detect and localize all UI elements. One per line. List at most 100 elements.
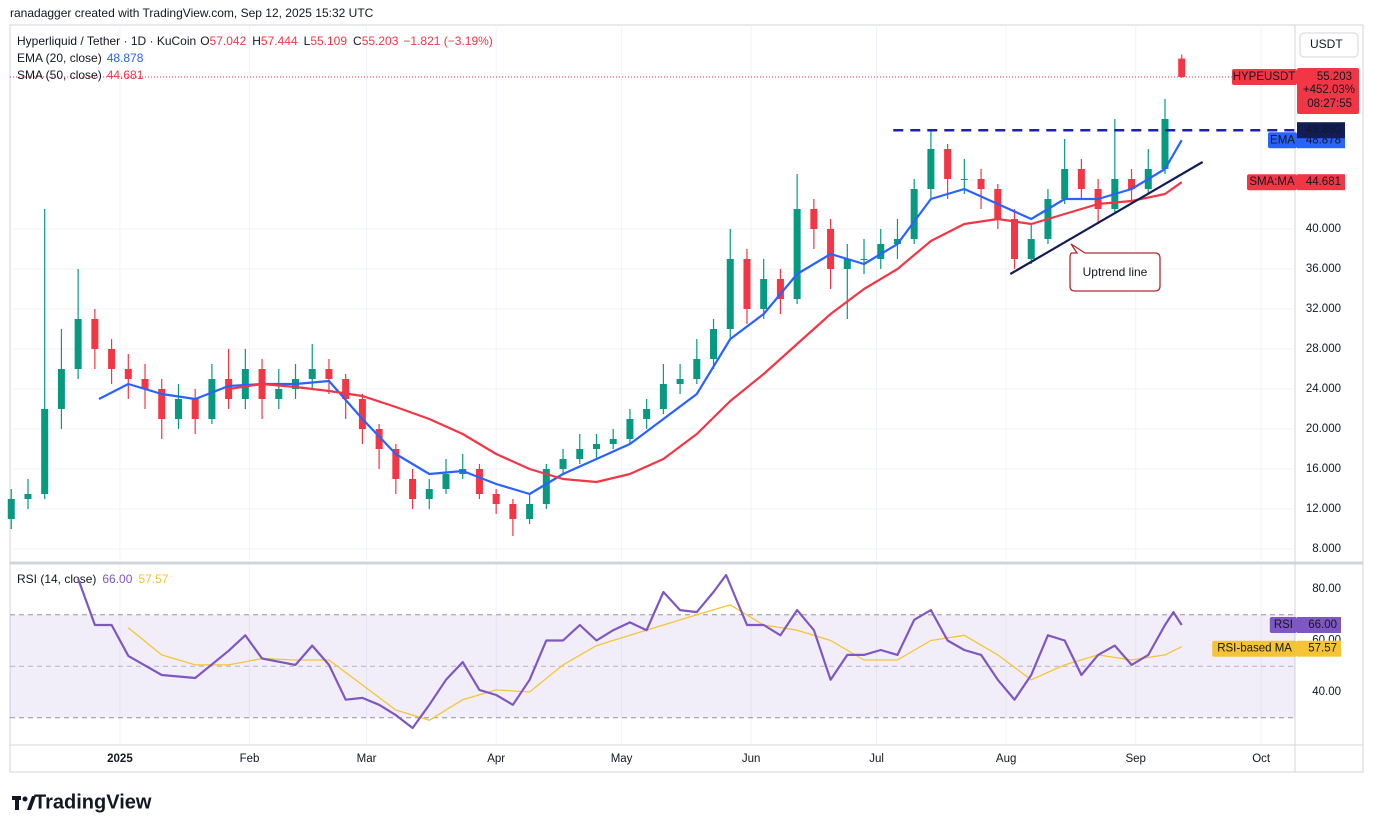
candle-body — [342, 379, 350, 399]
candle-body — [158, 389, 166, 419]
y-tick-label: 28.000 — [1306, 343, 1341, 355]
candle-body — [760, 279, 768, 309]
y-tick-label: 40.00 — [1312, 686, 1341, 698]
trend-line — [1009, 161, 1204, 275]
y-tick-label: 32.000 — [1306, 303, 1341, 315]
rsi-line — [77, 573, 1183, 730]
candle-body — [1161, 119, 1169, 169]
candle-body — [174, 399, 182, 419]
ohlc-letter: H — [252, 34, 261, 48]
axis-value: 66.00 — [1308, 619, 1337, 631]
candle-body — [91, 319, 99, 349]
chart-frame — [9, 24, 1364, 773]
change: −1.821 (−3.19%) — [403, 34, 492, 48]
axis-value-box — [1297, 174, 1345, 191]
price-value: 55.203 — [1317, 71, 1352, 83]
ohlc-value: 55.203 — [362, 34, 399, 48]
y-tick-label: 40.000 — [1306, 223, 1341, 235]
x-tick-label: Apr — [487, 753, 505, 765]
indicator-line — [98, 139, 1183, 496]
indicator-name: EMA (20, close) — [17, 51, 102, 65]
candle-body — [576, 449, 584, 459]
legend-value: 66.00 — [102, 572, 132, 586]
candle-body — [509, 504, 517, 519]
candle-body — [960, 179, 968, 180]
legend-rsi: RSI (14, close) 66.00 57.57 — [17, 572, 169, 586]
candle-body — [1077, 169, 1085, 189]
candle-body — [275, 389, 283, 399]
axis-value: 44.681 — [1306, 176, 1341, 188]
ohlc-value: 57.444 — [261, 34, 298, 48]
candle-body — [726, 259, 734, 329]
axis-value: 57.57 — [1308, 643, 1337, 655]
currency: USDT — [1310, 37, 1343, 51]
pane-title: RSI (14, close) — [17, 572, 96, 586]
candle-body — [74, 319, 82, 369]
candle-body — [877, 244, 885, 259]
candle-body — [24, 494, 32, 499]
legend-indicator: EMA (20, close) 48.878 — [17, 51, 144, 65]
axis-tag-label: EMA — [1270, 134, 1295, 146]
candle-body — [542, 469, 550, 504]
candle-body — [693, 359, 701, 379]
axis-value-box — [1297, 617, 1341, 633]
candle-body — [944, 149, 952, 179]
candle-body — [743, 259, 751, 309]
candle-body — [208, 379, 216, 419]
candle-body — [1027, 239, 1035, 259]
y-tick-label: 12.000 — [1306, 503, 1341, 515]
candle-body — [108, 349, 116, 369]
candle-body — [827, 229, 835, 269]
indicator-name: SMA (50, close) — [17, 68, 102, 82]
ohlc-value: 55.109 — [310, 34, 347, 48]
candle-body — [358, 399, 366, 429]
callout-label: Uptrend line — [1083, 265, 1148, 279]
axis-tag — [1269, 617, 1297, 633]
candle-body — [776, 279, 784, 299]
ohlc-letter: C — [353, 34, 362, 48]
candle-body — [1128, 179, 1136, 189]
candle-body — [927, 149, 935, 189]
currency-box[interactable] — [1299, 32, 1359, 58]
candle-body — [191, 399, 199, 419]
candle-body — [409, 479, 417, 499]
price-change-pct: +452.03% — [1303, 84, 1355, 96]
candle-body — [308, 369, 316, 379]
candle-body — [676, 379, 684, 384]
candle-body — [442, 474, 450, 489]
y-tick-label: 16.000 — [1306, 463, 1341, 475]
candle-body — [475, 469, 483, 494]
candle-body — [643, 409, 651, 419]
candle-body — [793, 209, 801, 299]
legend-indicator: SMA (50, close) 44.681 — [17, 68, 144, 82]
candle-body — [910, 189, 918, 239]
candle-body — [626, 419, 634, 439]
x-tick-label: May — [611, 753, 633, 765]
brand: TradingView — [34, 791, 152, 813]
axis-tag — [1212, 640, 1297, 657]
legend-main: Hyperliquid / Tether · 1D · KuCoin O57.04… — [17, 34, 493, 48]
axis-value-box — [1297, 640, 1341, 657]
candle-body — [7, 499, 15, 519]
candle-body — [609, 439, 617, 444]
axis-tag — [1247, 174, 1297, 191]
candle-body — [1061, 169, 1069, 199]
candle-body — [893, 239, 901, 244]
indicator-value: 44.681 — [107, 68, 144, 82]
x-tick-label: Jun — [742, 753, 761, 765]
ohlc-letter: L — [304, 34, 311, 48]
candle-body — [392, 449, 400, 479]
candle-body — [41, 409, 49, 494]
candle-body — [843, 259, 851, 269]
axis-tag-label: SMA:MA — [1249, 176, 1295, 188]
y-tick-label: 36.000 — [1306, 263, 1341, 275]
level-value: 49.880 — [1306, 124, 1341, 136]
ohlc-value: 57.042 — [210, 34, 247, 48]
legend-value: 57.57 — [138, 572, 168, 586]
candle-body — [325, 369, 333, 379]
x-tick-label: Sep — [1125, 753, 1145, 765]
candle-body — [492, 494, 500, 504]
axis-tag-label: RSI — [1274, 619, 1293, 631]
brand-logo — [12, 796, 36, 810]
y-tick-label: 80.00 — [1312, 583, 1341, 595]
